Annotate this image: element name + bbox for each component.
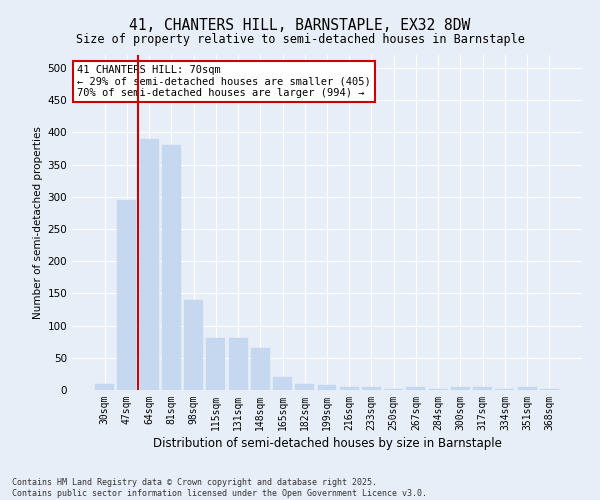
Bar	[473, 387, 492, 390]
Bar	[295, 384, 314, 390]
Bar	[206, 338, 225, 390]
Text: Contains HM Land Registry data © Crown copyright and database right 2025.
Contai: Contains HM Land Registry data © Crown c…	[12, 478, 427, 498]
Bar	[362, 387, 381, 390]
Bar	[406, 387, 425, 390]
Bar	[140, 138, 158, 390]
Bar	[184, 300, 203, 390]
Bar	[518, 388, 536, 390]
Bar	[162, 145, 181, 390]
Bar	[451, 387, 470, 390]
Bar	[229, 338, 248, 390]
Bar	[540, 388, 559, 390]
Text: 41 CHANTERS HILL: 70sqm
← 29% of semi-detached houses are smaller (405)
70% of s: 41 CHANTERS HILL: 70sqm ← 29% of semi-de…	[77, 65, 371, 98]
Bar	[273, 377, 292, 390]
Y-axis label: Number of semi-detached properties: Number of semi-detached properties	[33, 126, 43, 319]
Text: 41, CHANTERS HILL, BARNSTAPLE, EX32 8DW: 41, CHANTERS HILL, BARNSTAPLE, EX32 8DW	[130, 18, 470, 32]
Bar	[340, 387, 359, 390]
Bar	[118, 200, 136, 390]
Bar	[95, 384, 114, 390]
Text: Size of property relative to semi-detached houses in Barnstaple: Size of property relative to semi-detach…	[76, 32, 524, 46]
X-axis label: Distribution of semi-detached houses by size in Barnstaple: Distribution of semi-detached houses by …	[152, 437, 502, 450]
Bar	[251, 348, 270, 390]
Bar	[317, 385, 337, 390]
